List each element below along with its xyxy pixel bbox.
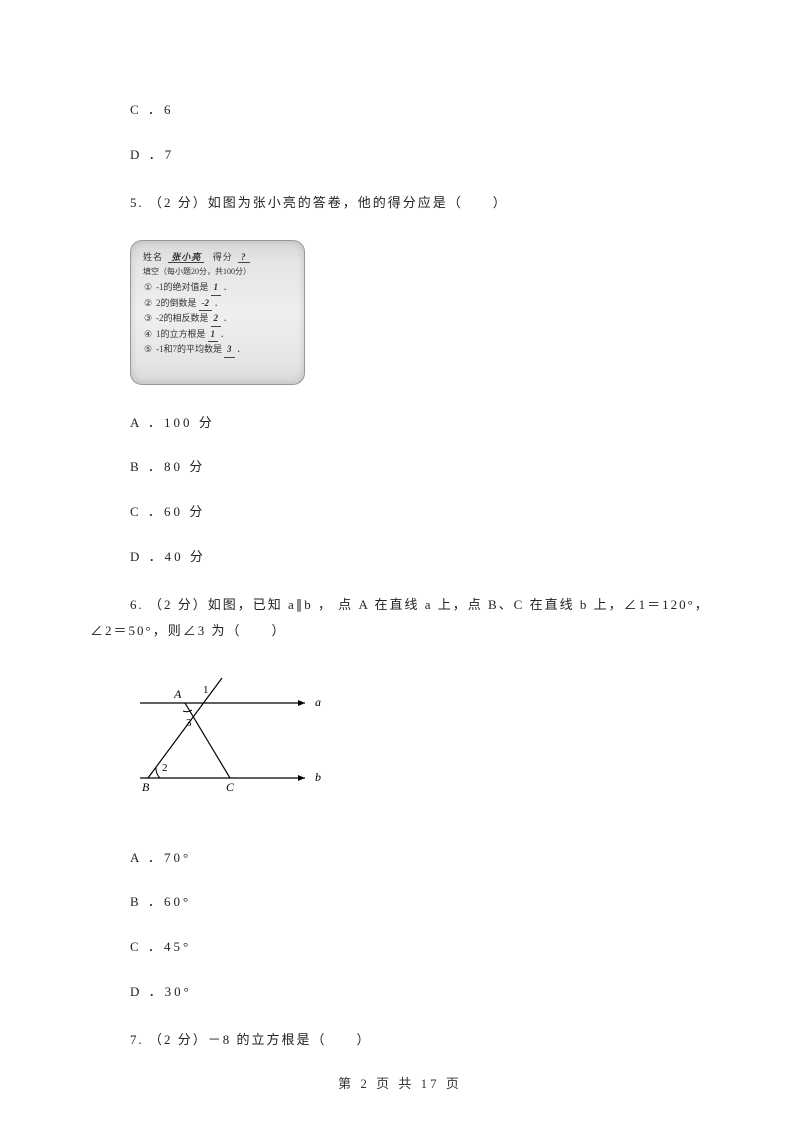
q6-option-a: A ．70° [90, 848, 710, 869]
answer-sheet-box: 姓名 张小亮 得分 ? 填空（每小题20分，共100分） ① -1的绝对值是 1… [130, 240, 305, 385]
answer-sheet-image: 姓名 张小亮 得分 ? 填空（每小题20分，共100分） ① -1的绝对值是 1… [130, 240, 710, 385]
label-A: A [173, 687, 182, 701]
q5-option-d: D ．40 分 [90, 547, 710, 568]
question-6-line2: ∠2＝50°，则∠3 为（ ） [90, 618, 710, 644]
q5-option-a: A ．100 分 [90, 413, 710, 434]
q6-option-d: D ．30° [90, 982, 710, 1003]
geometry-diagram-container: a b A B C 1 2 3 [130, 668, 710, 820]
q5-option-b: B ．80 分 [90, 457, 710, 478]
question-6-line1: 6. （2 分）如图，已知 a∥b ， 点 A 在直线 a 上，点 B、C 在直… [90, 592, 710, 618]
label-b: b [315, 770, 321, 784]
geometry-diagram: a b A B C 1 2 3 [130, 668, 330, 803]
sheet-row-1: ① -1的绝对值是 1． [143, 281, 292, 296]
question-5: 5. （2 分）如图为张小亮的答卷，他的得分应是（ ） [90, 190, 710, 216]
label-angle-3: 3 [186, 717, 192, 729]
option-c-prev: C ．6 [90, 100, 710, 121]
sheet-row-5: ⑤ -1和7的平均数是 3． [143, 343, 292, 358]
question-7: 7. （2 分）－8 的立方根是（ ） [90, 1027, 710, 1053]
sheet-row-3: ③ -2的相反数是 2． [143, 312, 292, 327]
label-angle-2: 2 [162, 762, 168, 774]
sheet-row-4: ④ 1的立方根是 1． [143, 328, 292, 343]
label-angle-1: 1 [203, 684, 209, 696]
sheet-instruction: 填空（每小题20分，共100分） [143, 266, 292, 278]
page-footer: 第 2 页 共 17 页 [0, 1073, 800, 1092]
sheet-row-2: ② 2的倒数是 -2． [143, 297, 292, 312]
label-C: C [226, 780, 235, 794]
page-content: C ．6 D ．7 5. （2 分）如图为张小亮的答卷，他的得分应是（ ） 姓名… [90, 100, 710, 1053]
label-a: a [315, 695, 321, 709]
q6-option-c: C ．45° [90, 937, 710, 958]
label-B: B [142, 780, 150, 794]
sheet-header: 姓名 张小亮 得分 ? [143, 251, 292, 265]
q6-option-b: B ．60° [90, 892, 710, 913]
q5-option-c: C ．60 分 [90, 502, 710, 523]
option-d-prev: D ．7 [90, 145, 710, 166]
